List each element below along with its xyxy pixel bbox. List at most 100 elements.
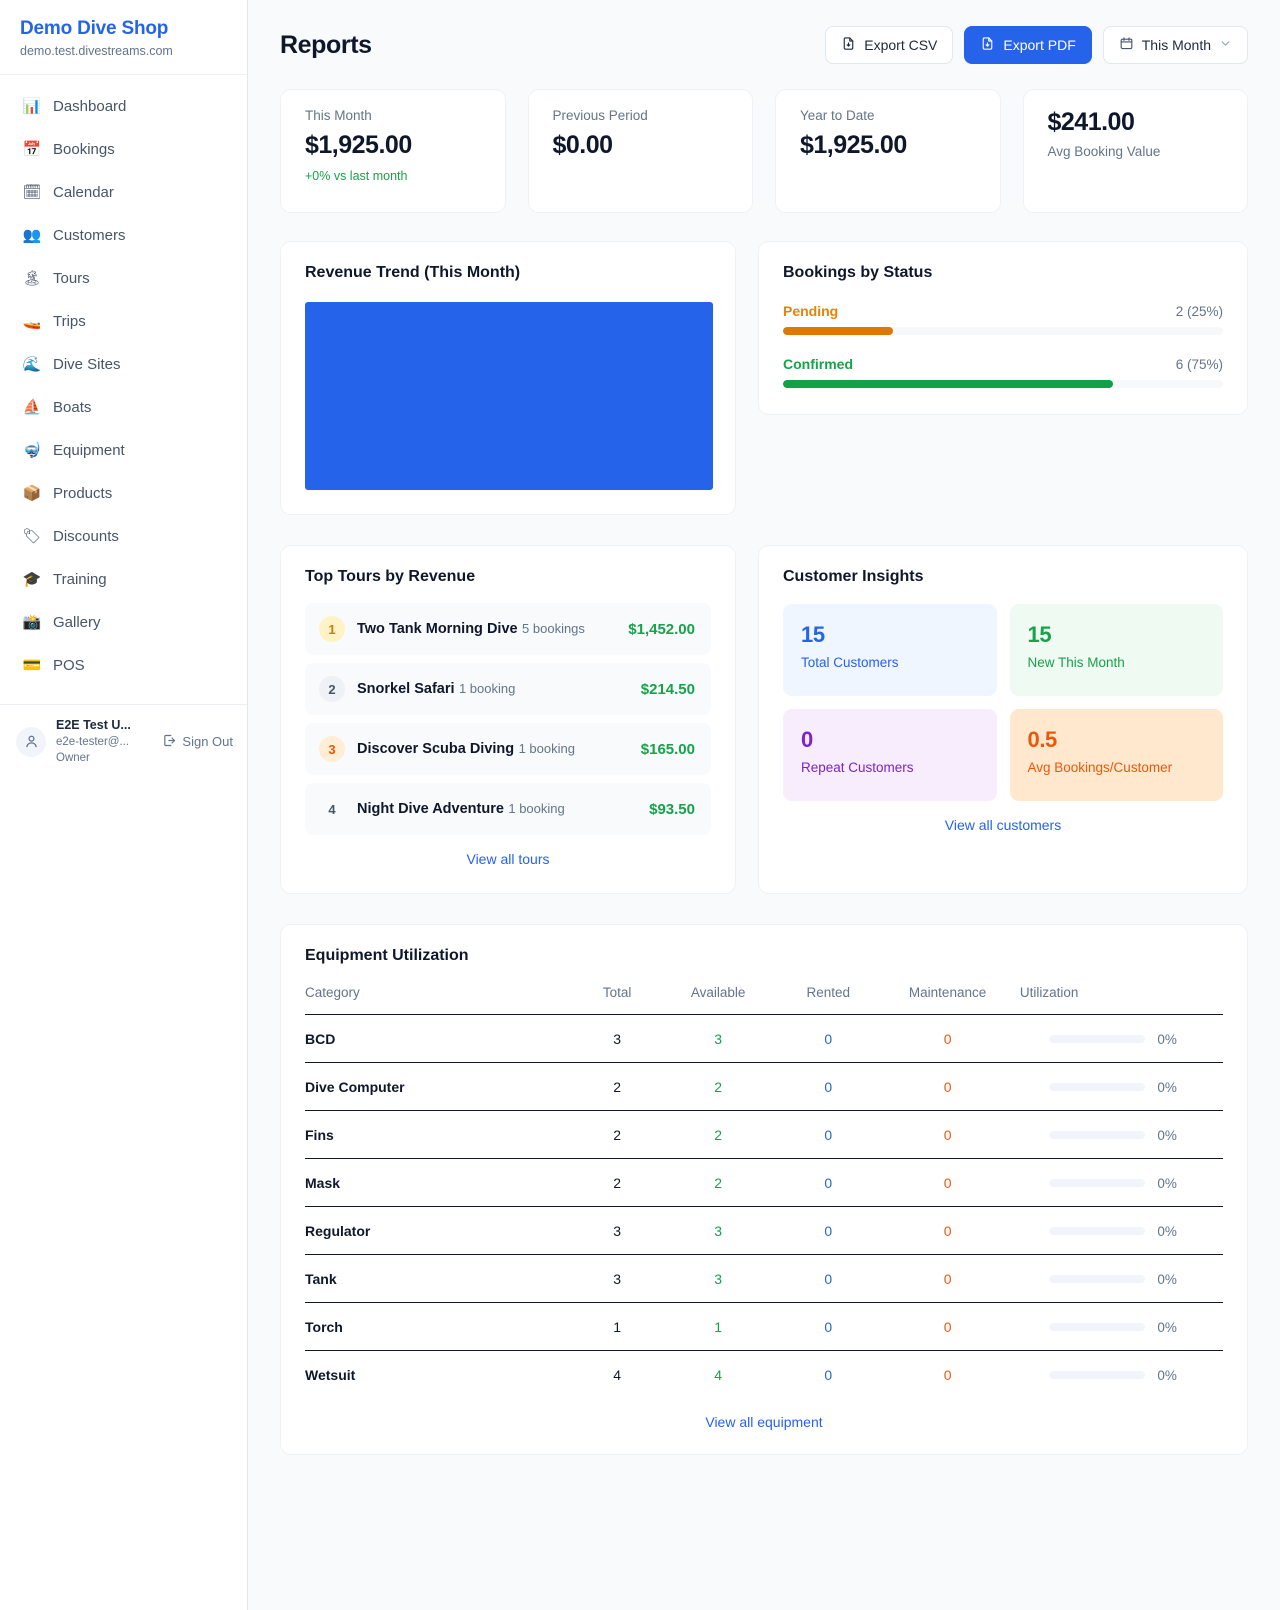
table-row: Dive Computer 2 2 0 0 0% — [305, 1062, 1223, 1111]
cell-total: 4 — [571, 1350, 664, 1398]
export-pdf-button[interactable]: Export PDF — [964, 26, 1092, 64]
speedboat-icon: 🚤 — [22, 312, 42, 330]
list-item[interactable]: 1 Two Tank Morning Dive 5 bookings $1,45… — [305, 603, 711, 655]
page-header: Reports Export CSV — [280, 22, 1248, 68]
sidebar-item-training[interactable]: 🎓 Training — [0, 558, 247, 601]
sidebar-item-tours[interactable]: 🏝 Tours — [0, 257, 247, 300]
cell-maintenance: 0 — [883, 1110, 1012, 1159]
sidebar-item-dive-sites[interactable]: 🌊 Dive Sites — [0, 343, 247, 386]
kpi-label: Year to Date — [800, 108, 875, 123]
cell-category: Regulator — [305, 1206, 572, 1255]
cell-total: 1 — [571, 1302, 664, 1351]
kpi-delta: +0% vs last month — [305, 169, 408, 183]
brand[interactable]: Demo Dive Shop demo.test.divestreams.com — [0, 0, 247, 75]
sidebar-item-label: Dashboard — [53, 98, 127, 115]
status-count: 6 (75%) — [1175, 357, 1223, 372]
export-csv-button[interactable]: Export CSV — [825, 26, 954, 64]
cell-available: 2 — [663, 1110, 774, 1159]
calendar-17-icon: 📅 — [22, 140, 42, 158]
tag-icon: 🏷 — [22, 527, 42, 545]
sidebar-item-pos[interactable]: 💳 POS — [0, 644, 247, 687]
sidebar-item-customers[interactable]: 👥 Customers — [0, 214, 247, 257]
utilization-percent: 0% — [1157, 1031, 1177, 1047]
sidebar-item-gallery[interactable]: 📸 Gallery — [0, 601, 247, 644]
sidebar-item-calendar[interactable]: 🗓 Calendar — [0, 171, 247, 214]
sidebar-item-trips[interactable]: 🚤 Trips — [0, 300, 247, 343]
cell-total: 2 — [571, 1062, 664, 1111]
status-row-confirmed: Confirmed 6 (75%) — [783, 356, 1223, 388]
cell-utilization: 0% — [1011, 1110, 1223, 1159]
top-tours-title: Top Tours by Revenue — [305, 568, 476, 585]
chevron-down-icon — [1219, 37, 1232, 53]
date-range-select[interactable]: This Month — [1102, 26, 1248, 64]
list-item[interactable]: 3 Discover Scuba Diving 1 booking $165.0… — [305, 723, 711, 775]
cell-rented: 0 — [773, 1254, 884, 1303]
view-all-equipment-link[interactable]: View all equipment — [705, 1414, 823, 1430]
column-header-available: Available — [690, 985, 746, 1000]
tile-avg-bookings-per-customer: 0.5 Avg Bookings/Customer — [1009, 709, 1223, 801]
table-row: Mask 2 2 0 0 0% — [305, 1158, 1223, 1207]
cell-maintenance: 0 — [883, 1350, 1012, 1398]
credit-card-icon: 💳 — [22, 656, 42, 674]
sidebar-item-label: Products — [53, 485, 113, 502]
equipment-utilization-title: Equipment Utilization — [305, 947, 469, 964]
tour-name: Snorkel Safari — [357, 681, 455, 697]
cell-available: 1 — [663, 1302, 774, 1351]
equipment-table: Category Total Available Rented Maintena… — [305, 981, 1223, 1398]
cell-total: 2 — [571, 1158, 664, 1207]
table-row: Tank 3 3 0 0 0% — [305, 1254, 1223, 1303]
cell-category: Dive Computer — [305, 1062, 572, 1111]
sidebar-item-bookings[interactable]: 📅 Bookings — [0, 128, 247, 171]
sidebar-item-boats[interactable]: ⛵ Boats — [0, 386, 247, 429]
sidebar-item-discounts[interactable]: 🏷 Discounts — [0, 515, 247, 558]
sign-out-button[interactable]: Sign Out — [162, 733, 233, 751]
list-item[interactable]: 4 Night Dive Adventure 1 booking $93.50 — [305, 783, 711, 835]
equipment-utilization-card: Equipment Utilization Category Total Ava… — [280, 924, 1248, 1455]
list-item[interactable]: 2 Snorkel Safari 1 booking $214.50 — [305, 663, 711, 715]
sidebar-item-dashboard[interactable]: 📊 Dashboard — [0, 85, 247, 128]
kpi-value: $0.00 — [552, 131, 614, 159]
main-content: Reports Export CSV — [248, 0, 1280, 1610]
user-name: E2E Test U... — [56, 718, 131, 732]
cell-rented: 0 — [773, 1206, 884, 1255]
cell-rented: 0 — [773, 1158, 884, 1207]
top-tours-card: Top Tours by Revenue 1 Two Tank Morning … — [280, 545, 736, 894]
sign-out-icon — [162, 733, 177, 751]
cell-total: 2 — [571, 1110, 664, 1159]
sidebar-item-label: Trips — [53, 313, 86, 330]
sidebar-item-equipment[interactable]: 🤿 Equipment — [0, 429, 247, 472]
column-header-rented: Rented — [806, 985, 851, 1000]
sidebar-item-label: POS — [53, 657, 85, 674]
graduation-cap-icon: 🎓 — [22, 570, 42, 588]
cell-category: BCD — [305, 1014, 572, 1063]
cell-utilization: 0% — [1011, 1302, 1223, 1351]
tour-amount: $93.50 — [649, 800, 695, 818]
kpi-card-avg-booking-value: $241.00 Avg Booking Value — [1022, 89, 1248, 213]
top-tours-list: 1 Two Tank Morning Dive 5 bookings $1,45… — [305, 603, 711, 835]
revenue-trend-chart — [305, 302, 713, 490]
utilization-bar — [1049, 1227, 1146, 1235]
tile-value: 15 — [1027, 622, 1052, 647]
tour-amount: $1,452.00 — [628, 620, 695, 638]
sidebar-item-products[interactable]: 📦 Products — [0, 472, 247, 515]
tile-repeat-customers: 0 Repeat Customers — [783, 709, 997, 801]
sailboat-icon: ⛵ — [22, 398, 42, 416]
cell-total: 3 — [571, 1014, 664, 1063]
export-csv-label: Export CSV — [864, 37, 938, 53]
tour-meta: Two Tank Morning Dive 5 bookings — [357, 620, 616, 638]
cell-available: 3 — [663, 1254, 774, 1303]
cell-utilization: 0% — [1011, 1062, 1223, 1111]
file-download-icon — [841, 36, 856, 54]
tour-amount: $214.50 — [640, 680, 695, 698]
view-all-tours-link[interactable]: View all tours — [466, 851, 550, 867]
view-all-customers-link[interactable]: View all customers — [944, 817, 1062, 833]
cell-maintenance: 0 — [883, 1254, 1012, 1303]
table-header-row: Category Total Available Rented Maintena… — [305, 981, 1223, 1015]
status-count: 2 (25%) — [1175, 304, 1223, 319]
kpi-cards: This Month $1,925.00 +0% vs last month P… — [280, 89, 1248, 213]
bookings-by-status-card: Bookings by Status Pending 2 (25%) Confi… — [758, 241, 1248, 415]
sidebar-item-label: Discounts — [53, 528, 119, 545]
cell-category: Tank — [305, 1254, 572, 1303]
cell-available: 2 — [663, 1062, 774, 1111]
revenue-trend-card: Revenue Trend (This Month) — [280, 241, 736, 515]
